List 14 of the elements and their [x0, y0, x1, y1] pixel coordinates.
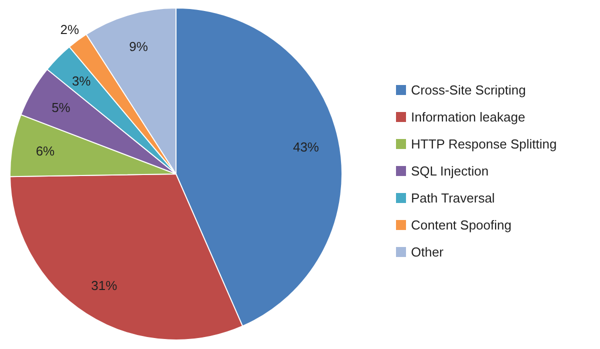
data-label: 43% [292, 139, 320, 154]
data-label: 6% [36, 143, 56, 158]
legend-label: Cross-Site Scripting [411, 82, 526, 98]
data-label: 31% [91, 278, 118, 294]
legend-label: Other [411, 244, 444, 260]
data-label: 3% [72, 73, 92, 88]
data-label: 2% [60, 22, 80, 38]
legend-label: SQL Injection [411, 164, 489, 178]
data-label: 9% [129, 39, 148, 54]
legend-label: Content Spoofing [411, 218, 512, 232]
legend-label: Information leakage [411, 110, 526, 124]
legend-label: Path Traversal [411, 190, 495, 206]
legend-label: HTTP Response Splitting [411, 136, 557, 152]
data-label: 5% [52, 100, 71, 116]
